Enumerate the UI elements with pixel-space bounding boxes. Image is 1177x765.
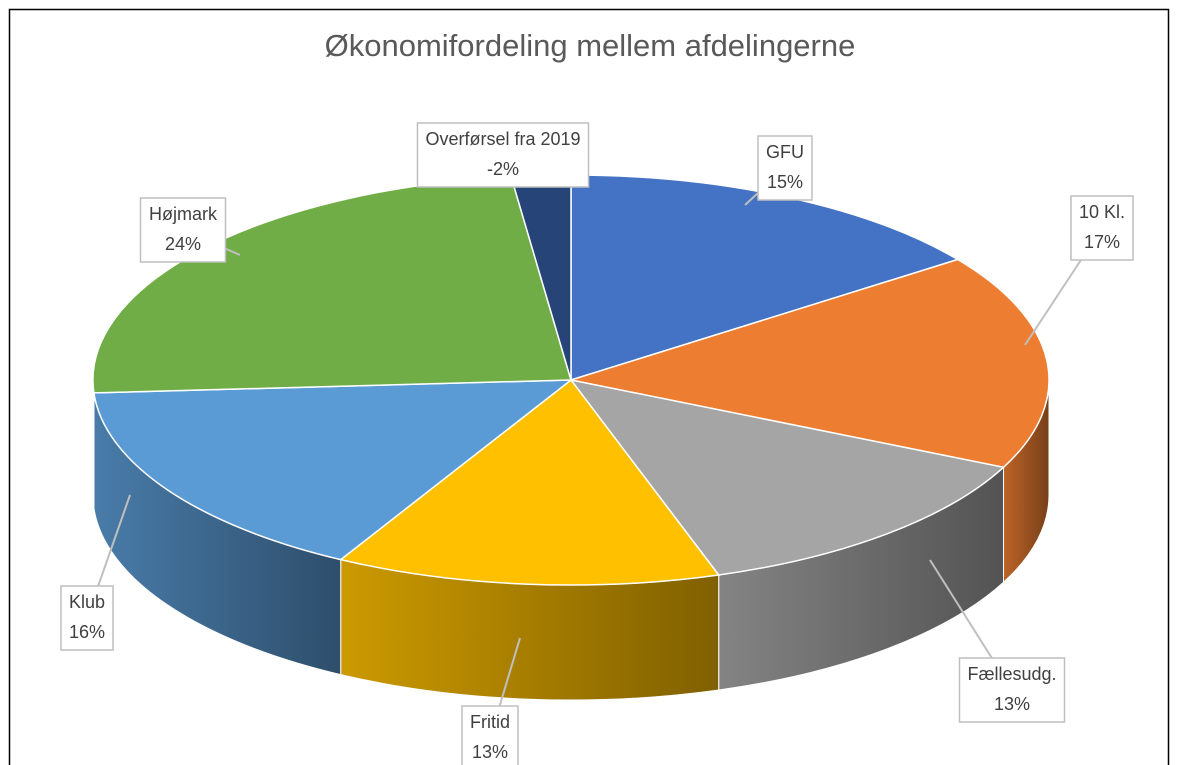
data-label: GFU 15% bbox=[744, 135, 813, 206]
chart-border bbox=[8, 8, 1170, 765]
label-category: Fællesudg. bbox=[967, 664, 1056, 684]
data-label: Højmark 24% bbox=[139, 197, 241, 263]
slice bbox=[93, 379, 574, 561]
label-box bbox=[461, 705, 519, 765]
label-box bbox=[1070, 195, 1134, 261]
data-labels: GFU 15% 10 Kl. 17% Fællesudg. 13% Fritid 13% Klu… bbox=[60, 122, 1134, 765]
slice bbox=[570, 258, 1050, 469]
label-category: GFU bbox=[766, 142, 804, 162]
slice-side bbox=[92, 379, 95, 508]
slice bbox=[339, 378, 721, 586]
pie-tops bbox=[92, 174, 1050, 586]
leader-line bbox=[225, 247, 241, 256]
leader-line bbox=[498, 637, 521, 707]
label-category: Fritid bbox=[470, 712, 510, 732]
label-box bbox=[757, 135, 813, 201]
data-label: Klub 16% bbox=[60, 494, 131, 651]
label-value: 16% bbox=[69, 622, 105, 642]
label-box bbox=[60, 585, 114, 651]
leader-line bbox=[929, 559, 993, 659]
label-category: Klub bbox=[69, 592, 105, 612]
label-box bbox=[416, 122, 590, 188]
label-category: Højmark bbox=[149, 204, 218, 224]
label-box bbox=[958, 657, 1066, 723]
data-label: Overførsel fra 2019 -2% bbox=[416, 122, 590, 188]
data-label: Fællesudg. 13% bbox=[929, 559, 1066, 723]
leader-line bbox=[1024, 259, 1082, 346]
label-category: Overførsel fra 2019 bbox=[425, 129, 580, 149]
label-value: 15% bbox=[767, 172, 803, 192]
pie-sides bbox=[92, 379, 1050, 701]
leader-line bbox=[744, 192, 759, 206]
leader-line bbox=[97, 494, 131, 587]
slice bbox=[569, 378, 1006, 576]
label-value: 13% bbox=[472, 742, 508, 762]
label-box bbox=[139, 197, 227, 263]
label-category: 10 Kl. bbox=[1079, 202, 1125, 222]
label-value: -2% bbox=[487, 159, 519, 179]
data-label: 10 Kl. 17% bbox=[1024, 195, 1134, 346]
label-value: 17% bbox=[1084, 232, 1120, 252]
label-value: 13% bbox=[994, 694, 1030, 714]
chart-title: Økonomifordeling mellem afdelingerne bbox=[325, 28, 856, 63]
data-label: Fritid 13% bbox=[461, 637, 521, 765]
label-value: 24% bbox=[165, 234, 201, 254]
